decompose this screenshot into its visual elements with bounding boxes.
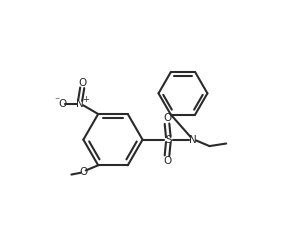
Text: N: N — [189, 135, 197, 145]
Text: ⁻: ⁻ — [54, 96, 59, 106]
Text: O: O — [58, 99, 66, 109]
Text: S: S — [165, 135, 172, 145]
Text: N: N — [76, 99, 84, 109]
Text: +: + — [82, 95, 89, 104]
Text: O: O — [79, 167, 87, 177]
Text: O: O — [78, 78, 86, 88]
Text: O: O — [163, 113, 171, 123]
Text: O: O — [163, 156, 171, 166]
